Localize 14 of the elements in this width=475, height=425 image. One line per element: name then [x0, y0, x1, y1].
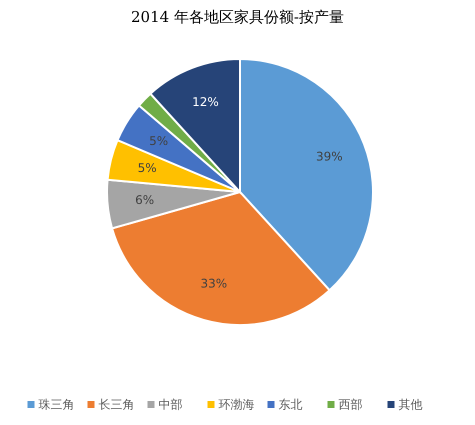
legend-label: 珠三角	[38, 397, 74, 412]
legend-label: 西部	[338, 397, 362, 412]
data-label: 33%	[200, 276, 228, 290]
data-label: 5%	[138, 160, 157, 175]
legend-label: 环渤海	[218, 397, 254, 412]
legend-label: 东北	[278, 397, 302, 412]
legend-label: 长三角	[98, 397, 134, 412]
legend-label: 中部	[158, 397, 182, 412]
data-label: 5%	[149, 134, 168, 148]
data-label: 6%	[135, 193, 154, 208]
chart-title: 2014 年各地区家具份额-按产量	[130, 8, 344, 26]
legend-label: 其他	[398, 397, 422, 412]
data-label: 12%	[192, 94, 219, 109]
data-label: 39%	[316, 150, 343, 164]
